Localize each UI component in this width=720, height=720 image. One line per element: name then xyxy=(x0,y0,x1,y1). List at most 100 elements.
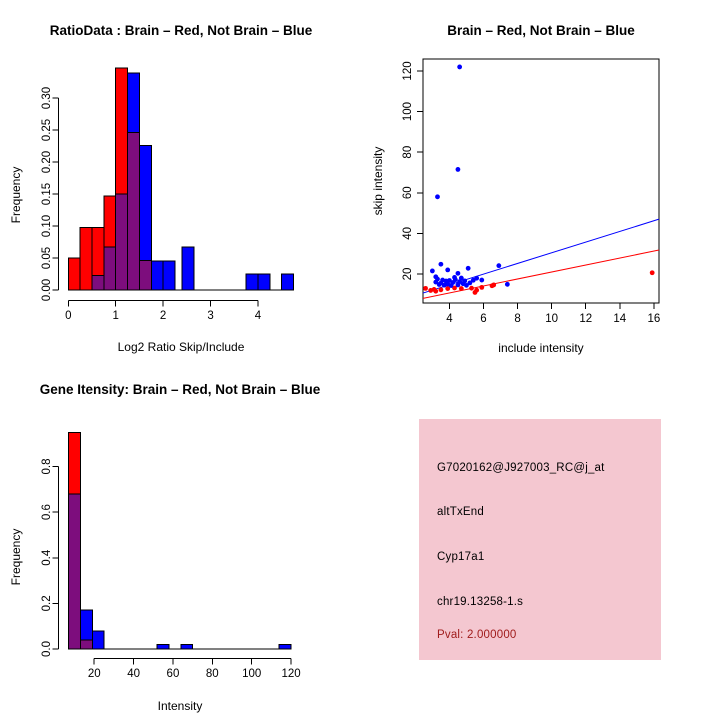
scatter-point-blue xyxy=(496,263,502,269)
x-tick-label: 0 xyxy=(65,310,71,322)
panel-intensity_scatter: Brain – Red, Not Brain – Blue include int… xyxy=(371,23,660,355)
splice-type-text: altTxEnd xyxy=(437,506,484,518)
x-tick-label: 40 xyxy=(127,668,140,680)
gene-symbol-text: Cyp17a1 xyxy=(437,551,485,563)
scatter-point-blue xyxy=(429,268,435,274)
scatter-point-blue xyxy=(467,280,473,286)
scatter-point-red xyxy=(469,285,474,291)
region-text: chr19.13258-1.s xyxy=(437,596,524,608)
y-tick-label: 100 xyxy=(402,102,414,121)
scatter-point-blue xyxy=(470,277,476,283)
hist-bar-blue xyxy=(162,260,176,291)
y-tick-label: 40 xyxy=(402,227,414,240)
scatter-point-blue xyxy=(448,283,454,288)
y-tick-label: 0.0 xyxy=(41,641,53,657)
x-tick-label: 60 xyxy=(167,668,180,680)
hist-bar-overlap xyxy=(68,493,81,650)
scatter-point-blue xyxy=(438,261,444,267)
y-tick-label: 80 xyxy=(402,146,414,159)
scatter-point-red xyxy=(423,285,428,291)
y-tick-label: 0.20 xyxy=(41,151,53,173)
scatter-point-red xyxy=(433,288,439,294)
y-axis-label: Frequency xyxy=(9,167,23,224)
scatter-point-red xyxy=(491,282,497,288)
y-tick-label: 0.4 xyxy=(41,549,53,566)
x-tick-label: 12 xyxy=(579,313,592,325)
scatter-point-blue xyxy=(445,267,451,273)
scatter-point-blue xyxy=(464,282,469,288)
x-tick-label: 4 xyxy=(255,310,262,322)
y-tick-label: 20 xyxy=(402,268,414,281)
hist-bar-blue xyxy=(180,643,194,650)
x-tick-label: 8 xyxy=(514,313,520,325)
scatter-point-red xyxy=(438,287,444,293)
scatter-point-blue xyxy=(436,282,442,287)
y-tick-label: 0.25 xyxy=(41,119,53,141)
hist-bar-blue xyxy=(257,273,271,291)
info-panel: G7020162@J927003_RC@j_at altTxEnd Cyp17a… xyxy=(419,419,661,660)
pval-text: Pval: 2.000000 xyxy=(437,629,517,641)
chart-title: RatioData : Brain – Red, Not Brain – Blu… xyxy=(50,23,313,38)
scatter-point-blue xyxy=(457,64,463,70)
x-axis-label: include intensity xyxy=(498,341,583,355)
x-tick-label: 10 xyxy=(545,313,558,325)
scatter-point-blue xyxy=(455,282,461,288)
x-tick-label: 3 xyxy=(207,310,213,322)
scatter-point-red xyxy=(452,285,457,291)
scatter-point-red xyxy=(479,284,485,290)
x-tick-label: 6 xyxy=(480,313,486,325)
x-tick-label: 80 xyxy=(206,668,219,680)
scatter-point-blue xyxy=(455,270,461,276)
y-tick-label: 0.6 xyxy=(41,504,53,520)
y-tick-label: 0.00 xyxy=(41,279,53,301)
y-tick-label: 0.10 xyxy=(41,215,53,237)
hist-bar-blue xyxy=(156,643,170,650)
panel-gene_histogram: Gene Itensity: Brain – Red, Not Brain – … xyxy=(9,382,321,713)
y-tick-label: 0.15 xyxy=(41,183,53,205)
plot-box xyxy=(422,58,660,304)
x-tick-label: 16 xyxy=(647,313,660,325)
y-tick-label: 60 xyxy=(402,186,414,199)
chart-title: Gene Itensity: Brain – Red, Not Brain – … xyxy=(40,382,321,397)
hist-bar-blue xyxy=(281,273,295,291)
scatter-point-blue xyxy=(479,277,485,283)
hist-bar-overlap xyxy=(79,639,93,650)
scatter-point-blue xyxy=(441,282,447,288)
x-tick-label: 120 xyxy=(281,668,300,680)
x-tick-label: 14 xyxy=(613,313,626,325)
scatter-point-red xyxy=(474,287,480,293)
probe-id-text: G7020162@J927003_RC@j_at xyxy=(437,462,605,474)
scatter-point-red xyxy=(458,286,464,291)
hist-bar-overlap xyxy=(91,274,105,291)
scatter-point-red xyxy=(649,270,655,276)
scatter-point-blue xyxy=(465,265,471,271)
fit-line-blue xyxy=(422,218,660,294)
chart-title: Brain – Red, Not Brain – Blue xyxy=(447,23,635,38)
hist-bar-overlap xyxy=(138,260,152,291)
hist-bar-red xyxy=(67,257,81,291)
hist-bar-blue xyxy=(150,260,164,291)
scatter-point-blue xyxy=(435,194,440,200)
hist-bar-overlap xyxy=(103,246,117,291)
x-tick-label: 4 xyxy=(446,313,453,325)
panel-ratio_histogram: RatioData : Brain – Red, Not Brain – Blu… xyxy=(9,23,313,354)
scatter-point-blue xyxy=(433,279,439,285)
x-tick-label: 1 xyxy=(113,310,119,322)
scatter-point-red xyxy=(445,286,451,291)
y-axis-label: skip intensity xyxy=(371,147,385,216)
hist-bar-red xyxy=(79,226,93,291)
hist-bar-blue xyxy=(245,273,259,291)
scatter-point-blue xyxy=(455,167,461,172)
hist-bar-blue xyxy=(278,643,292,650)
y-tick-label: 0.05 xyxy=(41,247,53,269)
scatter-point-blue xyxy=(504,281,510,287)
y-tick-label: 120 xyxy=(402,61,414,80)
x-tick-label: 100 xyxy=(242,668,261,680)
y-axis-label: Frequency xyxy=(9,529,23,586)
hist-bar-overlap xyxy=(127,132,140,291)
x-tick-label: 2 xyxy=(160,310,166,322)
hist-bar-blue xyxy=(181,246,195,291)
x-tick-label: 20 xyxy=(88,668,101,680)
